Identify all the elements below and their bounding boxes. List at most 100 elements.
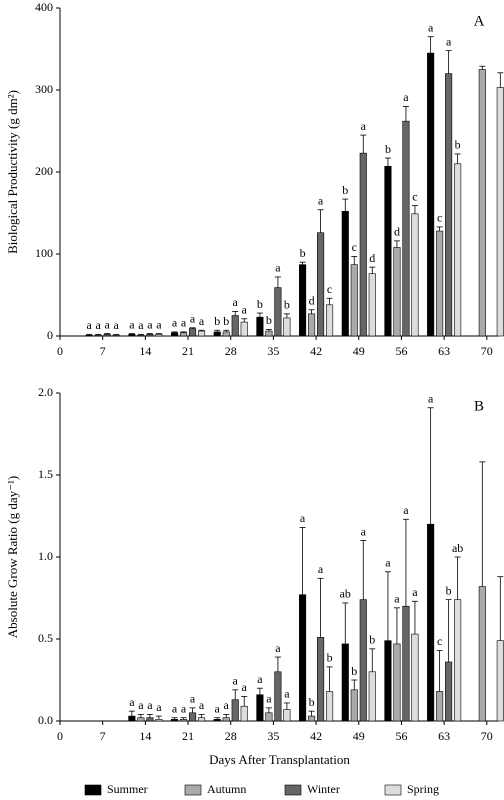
error-bar: [326, 666, 333, 692]
error-bar: [256, 687, 263, 695]
significance-letter: a: [190, 692, 196, 706]
significance-letter: a: [300, 511, 306, 525]
x-tick-label: 63: [438, 729, 450, 743]
error-bar: [445, 599, 452, 662]
error-bar: [317, 577, 324, 638]
error-bar: [384, 157, 391, 167]
bar: [213, 719, 221, 722]
bar: [359, 599, 367, 722]
error-bar: [104, 333, 111, 335]
bar: [454, 599, 462, 722]
significance-letter: a: [233, 295, 239, 309]
x-tick-label: 21: [182, 344, 194, 358]
error-bar: [436, 650, 443, 692]
error-bar: [256, 312, 263, 318]
bar: [411, 213, 419, 337]
error-bar: [411, 600, 418, 635]
significance-letter: a: [181, 701, 187, 715]
bar: [350, 689, 358, 722]
error-bar: [223, 329, 230, 332]
significance-letter: a: [275, 641, 281, 655]
error-bar: [274, 276, 281, 288]
y-tick-label: 100: [35, 246, 53, 260]
error-bar: [232, 310, 239, 316]
error-bar: [198, 714, 205, 718]
legend-swatch: [184, 784, 202, 796]
bar: [326, 304, 334, 337]
y-tick-label: 0.5: [38, 631, 53, 645]
error-bar: [180, 717, 187, 720]
significance-letter: b: [385, 142, 391, 156]
significance-letter: b: [284, 298, 290, 312]
significance-letter: a: [428, 20, 434, 34]
bar: [112, 334, 120, 337]
error-bar: [299, 527, 306, 595]
x-tick-label: 14: [139, 729, 151, 743]
error-bar: [454, 153, 461, 164]
x-tick-label: 28: [225, 729, 237, 743]
x-tick-label: 70: [481, 729, 493, 743]
bar: [326, 691, 334, 722]
bar: [445, 661, 453, 722]
error-bar: [155, 715, 162, 720]
significance-letter: a: [129, 695, 135, 709]
bar: [155, 719, 163, 722]
significance-letter: b: [455, 138, 461, 152]
error-bar: [137, 714, 144, 718]
bar: [393, 643, 401, 722]
x-tick-label: 56: [395, 729, 407, 743]
error-bar: [360, 540, 367, 600]
bar: [188, 328, 197, 337]
bar: [94, 334, 102, 337]
significance-letter: b: [351, 664, 357, 678]
x-tick-label: 63: [438, 344, 450, 358]
bar: [445, 73, 453, 337]
significance-letter: b: [342, 183, 348, 197]
significance-letter: c: [437, 634, 442, 648]
bar: [402, 605, 410, 722]
error-bar: [393, 240, 400, 248]
bar: [368, 671, 376, 722]
bar: [197, 330, 206, 337]
bar: [274, 287, 282, 337]
significance-letter: a: [242, 303, 248, 317]
error-bar: [223, 714, 230, 718]
error-bar: [342, 602, 349, 644]
error-bar: [384, 571, 391, 641]
significance-letter: ab: [340, 587, 351, 601]
significance-letter: a: [147, 317, 153, 331]
significance-letter: b: [223, 314, 229, 328]
significance-letter: a: [284, 687, 290, 701]
error-bar: [308, 309, 315, 314]
significance-letter: b: [309, 695, 315, 709]
x-tick-label: 14: [139, 344, 151, 358]
x-tick-label: 21: [182, 729, 194, 743]
significance-letter: a: [257, 672, 263, 686]
significance-letter: a: [181, 316, 187, 330]
error-bar: [479, 65, 486, 70]
bar: [317, 637, 325, 722]
significance-letter: a: [87, 318, 93, 332]
x-tick-label: 35: [267, 344, 279, 358]
bar: [170, 719, 179, 722]
significance-letter: a: [266, 692, 272, 706]
y-tick-label: 0.0: [38, 713, 53, 727]
significance-letter: a: [318, 193, 324, 207]
bar: [265, 330, 273, 337]
error-bar: [113, 333, 120, 336]
error-bar: [308, 710, 315, 717]
error-bar: [497, 72, 504, 88]
error-bar: [232, 689, 239, 700]
significance-letter: a: [403, 90, 409, 104]
bar: [384, 165, 392, 337]
error-bar: [189, 707, 196, 713]
bar: [213, 331, 221, 337]
x-tick-label: 42: [310, 344, 322, 358]
y-tick-label: 1.5: [38, 467, 53, 481]
error-bar: [128, 333, 135, 335]
bar: [240, 321, 248, 337]
x-tick-label: 7: [100, 729, 106, 743]
significance-letter: a: [394, 592, 400, 606]
significance-letter: a: [96, 318, 102, 332]
